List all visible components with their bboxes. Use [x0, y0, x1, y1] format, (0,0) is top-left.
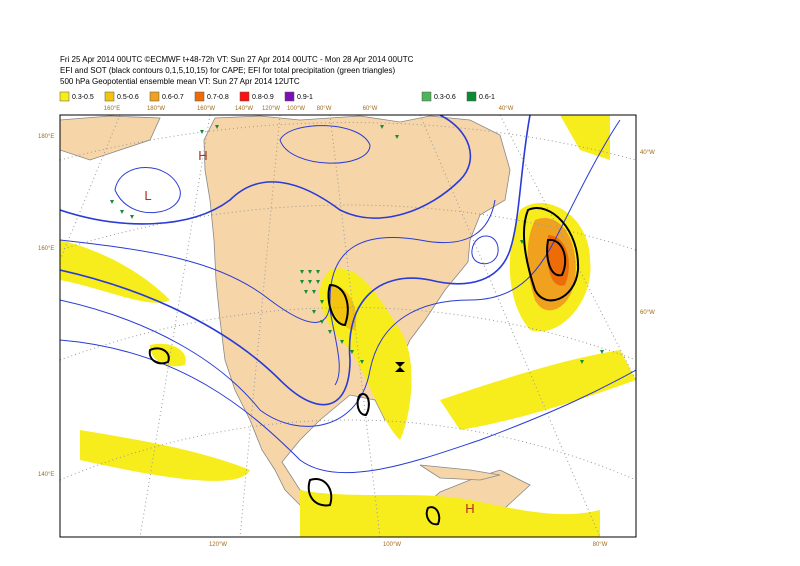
- longitude-label: 80°W: [593, 542, 608, 548]
- pressure-center: L: [144, 188, 151, 203]
- longitude-label: 60°W: [640, 310, 655, 316]
- header-line: EFI and SOT (black contours 0,1,5,10,15)…: [60, 66, 395, 75]
- longitude-label: 180°W: [147, 106, 165, 112]
- longitude-label: 120°W: [209, 542, 227, 548]
- geopotential-contours: [60, 115, 636, 474]
- longitude-label: 80°W: [317, 106, 332, 112]
- land: [60, 115, 161, 161]
- marker: [395, 362, 405, 372]
- longitude-label: 180°E: [38, 134, 54, 140]
- header: Fri 25 Apr 2014 00UTC ©ECMWF t+48-72h VT…: [60, 55, 414, 86]
- map: [60, 115, 636, 537]
- graticule: [60, 115, 636, 537]
- legend-label: 0.6-0.7: [162, 94, 184, 101]
- longitude-label: 160°W: [197, 106, 215, 112]
- longitude-label: 160°E: [38, 246, 54, 252]
- legend-swatch: [421, 91, 432, 102]
- legend-label: 0.6-1: [479, 94, 495, 101]
- legend-swatch: [466, 91, 477, 102]
- pressure-center: H: [198, 148, 207, 163]
- legend-swatch: [59, 91, 70, 102]
- legend-label: 0.9-1: [297, 94, 313, 101]
- legend-label: 0.7-0.8: [207, 94, 229, 101]
- legend-swatch: [239, 91, 250, 102]
- legend-label: 0.5-0.6: [117, 94, 139, 101]
- header-line: Fri 25 Apr 2014 00UTC ©ECMWF t+48-72h VT…: [60, 55, 414, 64]
- legend-swatch: [149, 91, 160, 102]
- longitude-label: 140°E: [38, 472, 54, 478]
- longitude-label: 140°W: [235, 106, 253, 112]
- longitude-label: 40°W: [499, 106, 514, 112]
- land: [419, 464, 501, 481]
- longitude-label: 100°W: [383, 542, 401, 548]
- longitude-label: 60°W: [363, 106, 378, 112]
- longitude-label: 40°W: [640, 150, 655, 156]
- legend-swatch: [104, 91, 115, 102]
- cape-contours: [148, 207, 580, 526]
- longitude-label: 160°E: [104, 106, 120, 112]
- legend-label: 0.8-0.9: [252, 94, 274, 101]
- legend-swatch: [284, 91, 295, 102]
- legend: 0.3-0.5 0.5-0.6 0.6-0.7 0.7-0.8 0.8-0.9 0.9-1…: [59, 91, 495, 102]
- longitude-label: 100°W: [287, 106, 305, 112]
- legend-label: 0.3-0.6: [434, 94, 456, 101]
- map-frame: [59, 114, 637, 538]
- longitude-label: 120°W: [262, 106, 280, 112]
- legend-label: 0.3-0.5: [72, 94, 94, 101]
- header-line: 500 hPa Geopotential ensemble mean VT: S…: [60, 77, 300, 86]
- pressure-center: H: [465, 501, 474, 516]
- map-labels: 160°E 180°W 160°W 140°W 120°W 100°W 80°W 60°W 40…: [38, 106, 655, 548]
- legend-swatch: [194, 91, 205, 102]
